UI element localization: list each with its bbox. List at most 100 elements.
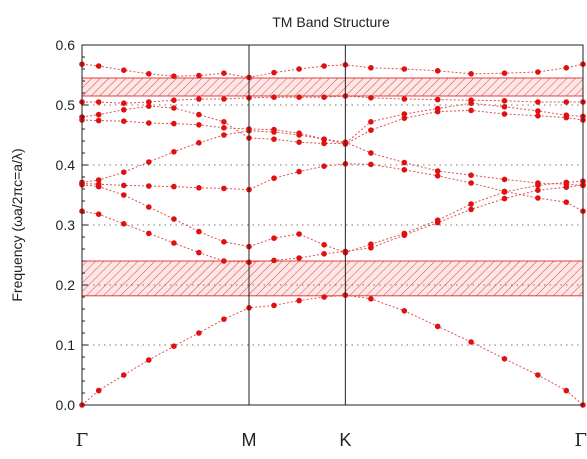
band-6-point-18 <box>535 113 541 119</box>
y-tick-label-0.2: 0.2 <box>56 277 76 293</box>
band-4-point-10 <box>296 169 302 175</box>
band-2-point-7 <box>221 258 227 264</box>
band-3-point-3 <box>121 192 127 198</box>
band-5-line <box>82 131 583 186</box>
band-6-point-6 <box>196 122 202 128</box>
y-axis: 0.00.10.20.30.40.50.6 <box>56 37 88 413</box>
band-2-point-11 <box>321 251 327 257</box>
band-8-point-19 <box>564 99 570 105</box>
band-gap-2 <box>82 78 583 96</box>
band-8-point-16 <box>468 97 474 103</box>
band-7-line <box>82 103 583 143</box>
band-2-point-2 <box>96 211 102 217</box>
band-1-line <box>82 295 583 405</box>
band-9-point-3 <box>121 67 127 73</box>
band-9-point-6 <box>196 73 202 79</box>
band-7-point-5 <box>171 105 177 111</box>
band-9-point-19 <box>564 65 570 71</box>
band-7-point-13 <box>368 119 374 125</box>
chart-title: TM Band Structure <box>272 14 390 30</box>
band-7-point-9 <box>271 136 277 142</box>
band-3-point-10 <box>296 231 302 237</box>
band-9-point-2 <box>96 63 102 69</box>
band-7-point-15 <box>435 106 441 112</box>
band-2-point-4 <box>146 231 152 237</box>
band-4-point-16 <box>468 180 474 186</box>
band-4-line <box>82 164 583 211</box>
band-4-point-15 <box>435 173 441 179</box>
band-9-point-5 <box>171 73 177 79</box>
band-1-point-2 <box>96 388 102 394</box>
band-1-point-4 <box>146 357 152 363</box>
band-5-point-18 <box>535 180 541 186</box>
x-kpoint-label-1: Γ <box>76 430 89 451</box>
band-7-point-2 <box>96 112 102 118</box>
band-1-point-10 <box>296 298 302 304</box>
band-5-point-6 <box>196 140 202 146</box>
band-2-point-18 <box>535 187 541 193</box>
band-9-point-9 <box>271 70 277 76</box>
band-9-point-17 <box>502 70 508 76</box>
y-tick-label-0.5: 0.5 <box>56 97 76 113</box>
band-1-point-14 <box>402 308 408 314</box>
band-3-point-4 <box>146 204 152 210</box>
band-6-point-3 <box>121 118 127 124</box>
band-6-point-2 <box>96 118 102 124</box>
band-6-point-10 <box>296 130 302 136</box>
band-4-point-9 <box>271 175 277 181</box>
band-1-point-11 <box>321 294 327 300</box>
band-8-point-7 <box>221 96 227 102</box>
band-3-point-15 <box>435 217 441 223</box>
x-kpoint-label-4: Γ <box>575 430 587 451</box>
band-8-point-15 <box>435 97 441 103</box>
band-8-line <box>82 96 583 103</box>
band-3-point-11 <box>321 242 327 248</box>
band-gap-1 <box>82 261 583 296</box>
band-1-point-17 <box>502 356 508 362</box>
band-9-point-16 <box>468 71 474 77</box>
x-kpoint-label-3: K <box>339 430 351 450</box>
band-1-point-9 <box>271 303 277 309</box>
band-4-point-19 <box>564 199 570 205</box>
band-8-point-14 <box>402 96 408 102</box>
band-gap-layer <box>82 78 583 296</box>
frame-layer <box>82 45 583 405</box>
band-3-point-9 <box>271 235 277 241</box>
plot-frame <box>82 45 583 405</box>
band-1-point-18 <box>535 372 541 378</box>
band-4-point-4 <box>146 183 152 189</box>
y-tick-label-0.4: 0.4 <box>56 157 76 173</box>
band-8-point-17 <box>502 98 508 104</box>
band-8-point-6 <box>196 96 202 102</box>
band-5-point-15 <box>435 168 441 174</box>
grid-layer <box>82 105 583 345</box>
band-6-point-4 <box>146 120 152 126</box>
band-8-point-2 <box>96 99 102 105</box>
band-3-point-16 <box>468 201 474 207</box>
band-4-point-5 <box>171 184 177 190</box>
band-4-point-14 <box>402 167 408 173</box>
band-4-point-18 <box>535 195 541 201</box>
band-9-point-15 <box>435 68 441 74</box>
band-2-point-17 <box>502 196 508 202</box>
band-6-point-9 <box>271 127 277 133</box>
band-5-point-5 <box>171 149 177 155</box>
band-9-point-4 <box>146 71 152 77</box>
band-8-point-13 <box>368 95 374 101</box>
band-9-point-13 <box>368 65 374 71</box>
band-3-point-7 <box>221 239 227 245</box>
band-8-point-11 <box>321 94 327 100</box>
band-1-point-6 <box>196 330 202 336</box>
band-5-point-17 <box>502 177 508 183</box>
band-4-point-11 <box>321 163 327 169</box>
band-5-point-2 <box>96 177 102 183</box>
band-5-point-13 <box>368 150 374 156</box>
y-tick-label-0.6: 0.6 <box>56 37 76 53</box>
band-6-point-17 <box>502 111 508 117</box>
band-1-point-19 <box>564 388 570 394</box>
band-2-point-3 <box>121 221 127 227</box>
y-tick-label-0.3: 0.3 <box>56 217 76 233</box>
band-4-point-13 <box>368 162 374 168</box>
